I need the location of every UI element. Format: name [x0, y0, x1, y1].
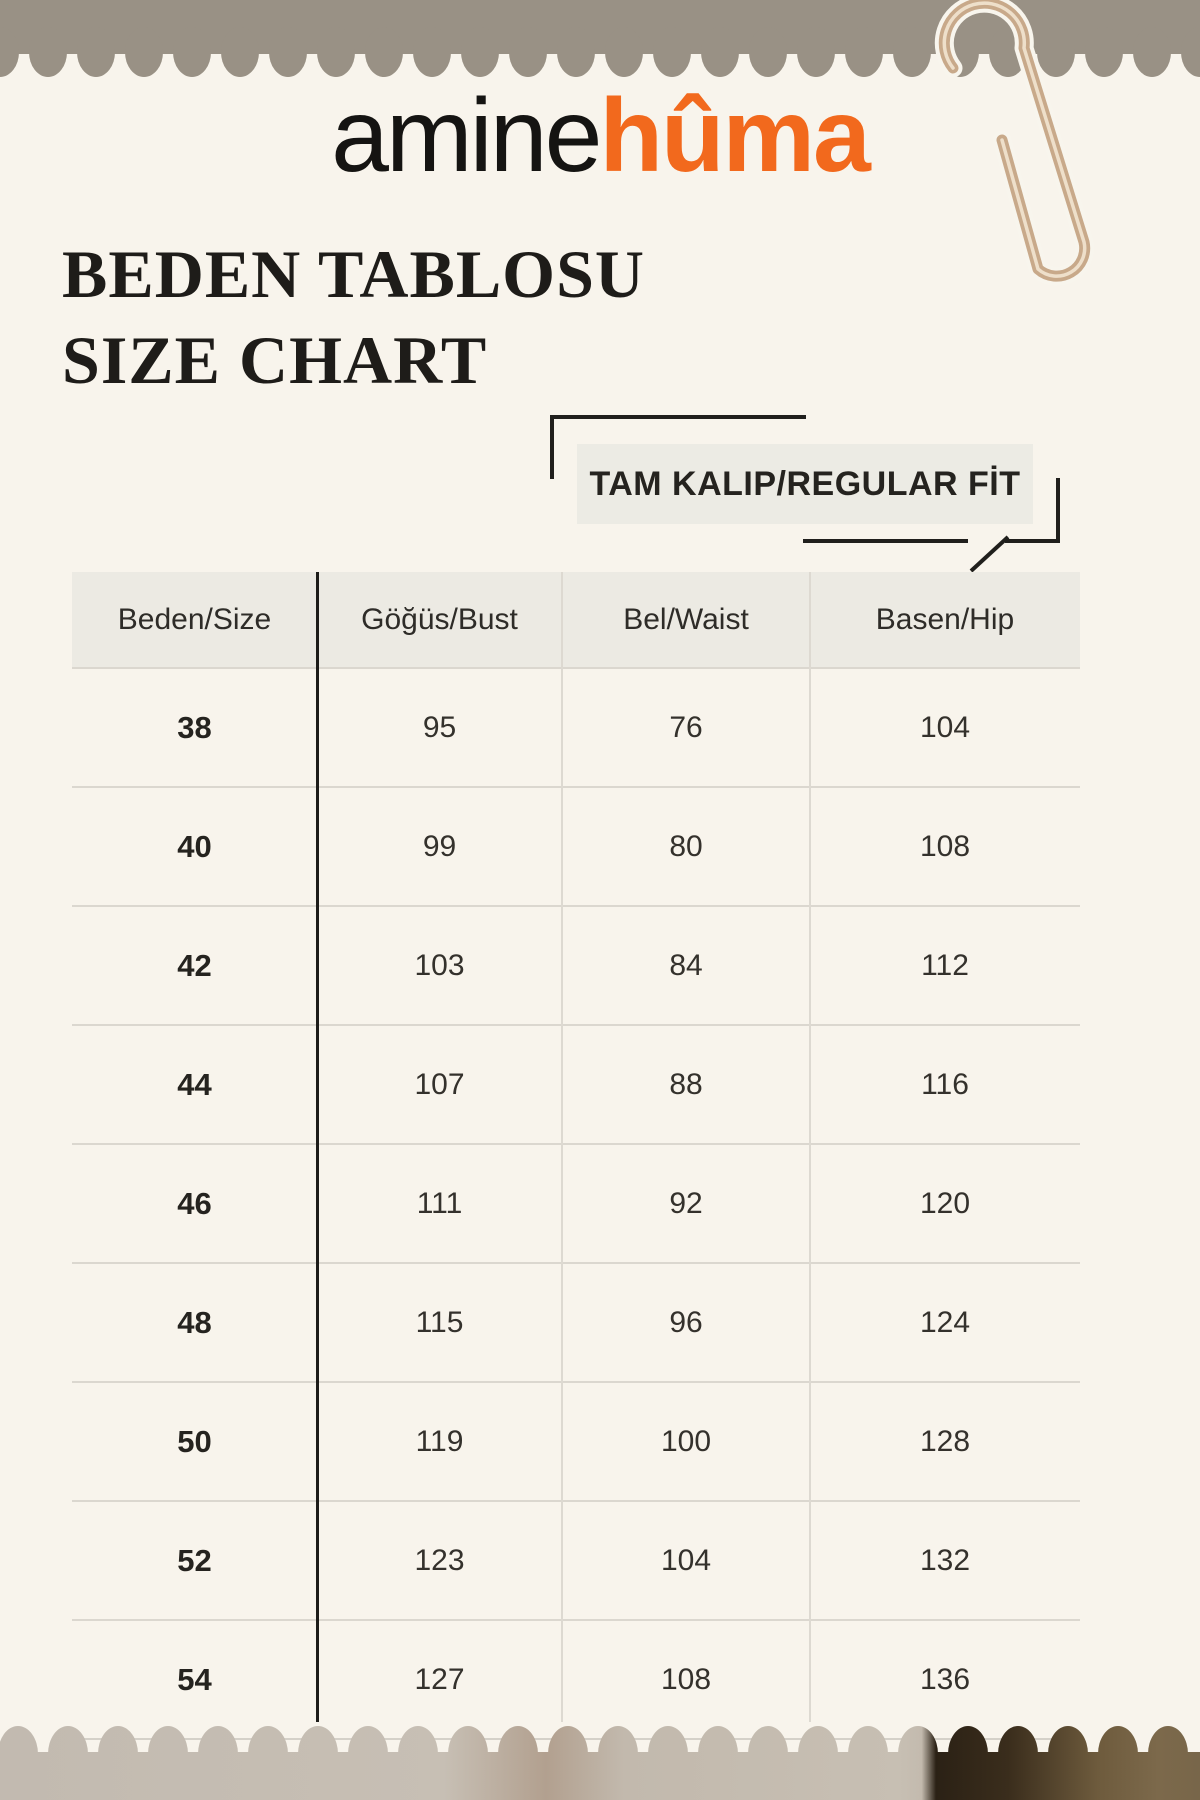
waist-cell: 84	[669, 948, 703, 982]
logo-text-amine: amine	[331, 78, 602, 194]
table-row: 46 111 92 120	[72, 1143, 1080, 1262]
top-scallop-border	[0, 0, 1200, 77]
bottom-fabric-border	[0, 1726, 1200, 1800]
size-cell: 46	[177, 1185, 212, 1221]
size-table: Beden/Size Göğüs/Bust Bel/Waist Basen/Hi…	[72, 572, 1080, 1740]
hip-cell: 112	[921, 948, 969, 982]
waist-cell: 80	[669, 829, 703, 863]
hip-cell: 128	[919, 1424, 971, 1458]
hip-cell: 108	[919, 829, 971, 863]
waist-cell: 100	[660, 1424, 712, 1458]
column-header-bel-waist: Bel/Waist	[623, 602, 749, 636]
bust-cell: 123	[414, 1543, 465, 1577]
bust-cell: 119	[415, 1424, 464, 1458]
table-row: 52 123 104 132	[72, 1500, 1080, 1619]
waist-cell: 104	[660, 1543, 712, 1577]
logo-text-huma: hûma	[599, 78, 870, 194]
size-cell: 50	[177, 1423, 212, 1459]
table-row: 48 115 96 124	[72, 1262, 1080, 1381]
size-cell: 54	[177, 1661, 212, 1697]
regular-fit-badge: TAM KALIP/REGULAR FİT	[577, 444, 1033, 524]
page-title-english: SIZE CHART	[62, 322, 488, 398]
column-header-basen-hip: Basen/Hip	[875, 602, 1015, 636]
bust-cell: 111	[416, 1186, 463, 1220]
waist-cell: 96	[669, 1305, 703, 1339]
column-divider-light-1	[561, 572, 563, 1722]
table-row: 54 127 108 136	[72, 1619, 1080, 1738]
page-title-turkish: BEDEN TABLOSU	[62, 236, 645, 312]
bust-cell: 95	[422, 710, 457, 744]
hip-cell: 136	[919, 1662, 971, 1696]
size-cell: 52	[177, 1542, 212, 1578]
column-divider-light-2	[809, 572, 811, 1722]
waist-cell: 88	[669, 1067, 703, 1101]
waist-cell: 76	[669, 710, 703, 744]
table-row: 42 103 84 112	[72, 905, 1080, 1024]
bust-cell: 107	[414, 1067, 465, 1101]
size-table-header-row: Beden/Size Göğüs/Bust Bel/Waist Basen/Hi…	[72, 572, 1080, 667]
table-row: 44 107 88 116	[72, 1024, 1080, 1143]
hip-cell: 124	[919, 1305, 971, 1339]
column-divider-black	[316, 572, 319, 1722]
size-cell: 40	[177, 828, 212, 864]
size-cell: 38	[177, 709, 212, 745]
bust-cell: 103	[414, 948, 465, 982]
table-row: 38 95 76 104	[72, 667, 1080, 786]
brand-logo: aminehûma	[0, 84, 1200, 188]
hip-cell: 120	[919, 1186, 971, 1220]
size-cell: 48	[177, 1304, 212, 1340]
bust-cell: 127	[414, 1662, 465, 1696]
bust-cell: 99	[422, 829, 457, 863]
table-row: 40 99 80 108	[72, 786, 1080, 905]
hip-cell: 104	[919, 710, 971, 744]
hip-cell: 116	[921, 1067, 969, 1101]
column-header-beden-size: Beden/Size	[117, 602, 272, 636]
size-cell: 44	[177, 1066, 212, 1102]
bust-cell: 115	[415, 1305, 464, 1339]
column-header-gogus-bust: Göğüs/Bust	[361, 602, 518, 636]
waist-cell: 108	[660, 1662, 712, 1696]
hip-cell: 132	[919, 1543, 971, 1577]
waist-cell: 92	[669, 1186, 703, 1220]
table-row: 50 119 100 128	[72, 1381, 1080, 1500]
size-cell: 42	[177, 947, 212, 983]
